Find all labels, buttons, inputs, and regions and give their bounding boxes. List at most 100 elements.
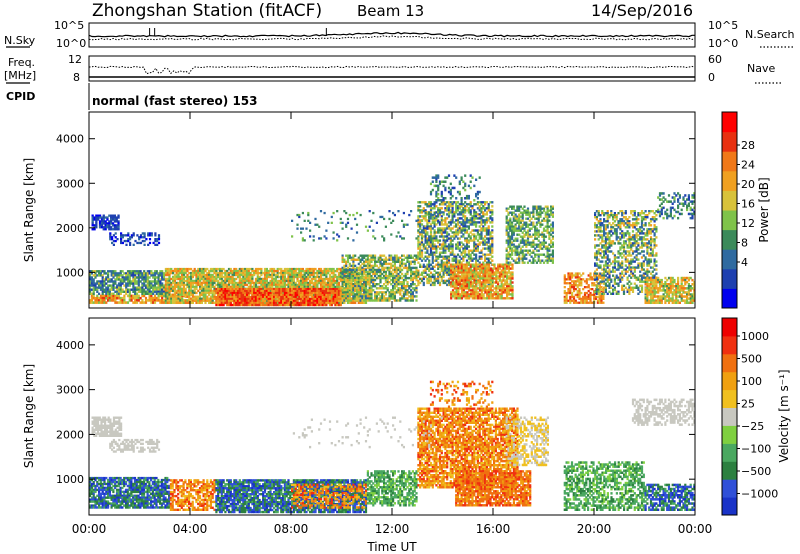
heatmap-cell: [204, 297, 207, 300]
heatmap-cell: [455, 285, 458, 288]
heatmap-cell: [195, 277, 198, 281]
heatmap-cell: [208, 273, 211, 277]
heatmap-cell: [289, 267, 292, 271]
heatmap-cell: [482, 201, 485, 204]
heatmap-cell: [485, 207, 488, 210]
heatmap-cell: [276, 301, 279, 304]
heatmap-cell: [431, 215, 434, 218]
heatmap-cell: [197, 295, 200, 298]
heatmap-cell: [147, 234, 150, 237]
heatmap-cell: [110, 284, 113, 287]
heatmap-cell: [197, 289, 200, 293]
heatmap-cell: [422, 247, 425, 250]
heatmap-cell: [381, 272, 384, 276]
heatmap-cell: [229, 293, 232, 296]
heatmap-cell: [208, 271, 211, 275]
heatmap-cell: [271, 295, 274, 299]
heatmap-cell: [460, 231, 463, 234]
heatmap-cell: [485, 261, 488, 264]
heatmap-cell: [424, 239, 427, 242]
heatmap-cell: [220, 291, 223, 295]
heatmap-cell: [471, 259, 474, 262]
heatmap-cell: [309, 301, 312, 305]
heatmap-cell: [94, 299, 97, 302]
heatmap-cell: [399, 264, 402, 268]
freq-frame: [88, 55, 696, 82]
heatmap-cell: [143, 282, 146, 285]
heatmap-cell: [429, 251, 433, 254]
heatmap-cell: [447, 203, 451, 206]
heatmap-cell: [105, 282, 108, 285]
heatmap-cell: [283, 283, 286, 287]
heatmap-cell: [401, 268, 404, 272]
heatmap-cell: [424, 231, 427, 234]
heatmap-cell: [397, 272, 400, 276]
heatmap-cell: [94, 284, 97, 287]
heatmap-cell: [273, 303, 276, 307]
heatmap-cell: [303, 303, 306, 307]
heatmap-cell: [100, 222, 104, 225]
heatmap-cell: [346, 291, 350, 294]
heatmap-cell: [459, 275, 462, 278]
heatmap-cell: [244, 279, 247, 283]
heatmap-cell: [175, 267, 178, 271]
heatmap-cell: [435, 259, 438, 262]
heatmap-cell: [103, 282, 106, 285]
heatmap-cell: [485, 219, 488, 222]
heatmap-cell: [235, 267, 238, 271]
heatmap-cell: [91, 228, 94, 231]
heatmap-cell: [449, 253, 452, 256]
heatmap-cell: [238, 299, 241, 303]
heatmap-cell: [480, 233, 483, 236]
heatmap-cell: [343, 299, 346, 302]
heatmap-cell: [419, 247, 422, 250]
heatmap-cell: [339, 285, 342, 289]
heatmap-cell: [355, 268, 359, 272]
heatmap-cell: [240, 297, 243, 301]
heatmap-cell: [451, 201, 454, 204]
heatmap-cell: [218, 299, 222, 303]
heatmap-cell: [390, 256, 393, 259]
heatmap-cell: [393, 276, 396, 280]
heatmap-cell: [99, 270, 102, 273]
heatmap-cell: [128, 290, 131, 293]
heatmap-cell: [453, 277, 456, 280]
heatmap-cell: [179, 269, 182, 273]
heatmap-cell: [453, 213, 456, 216]
heatmap-cell: [117, 272, 121, 275]
heatmap-cell: [426, 223, 429, 226]
heatmap-cell: [134, 299, 137, 302]
heatmap-cell: [146, 299, 149, 302]
heatmap-cell: [455, 267, 458, 270]
heatmap-cell: [292, 283, 295, 287]
heatmap-cell: [435, 219, 438, 222]
heatmap-cell: [116, 294, 119, 298]
heatmap-cell: [215, 299, 218, 303]
heatmap-cell: [108, 299, 111, 302]
heatmap-cell: [487, 203, 490, 206]
heatmap-cell: [177, 291, 180, 295]
heatmap-cell: [249, 279, 252, 283]
heatmap-cell: [444, 227, 447, 230]
heatmap-cell: [307, 303, 310, 307]
heatmap-cell: [341, 293, 344, 296]
heatmap-cell: [428, 255, 431, 258]
heatmap-cell: [440, 231, 443, 234]
heatmap-cell: [460, 205, 463, 208]
heatmap-cell: [384, 260, 387, 263]
heatmap-cell: [298, 297, 301, 301]
heatmap-cell: [309, 267, 312, 271]
heatmap-cell: [190, 291, 193, 295]
heatmap-cell: [213, 301, 216, 304]
heatmap-cell: [292, 301, 295, 305]
heatmap-cell: [359, 266, 362, 270]
heatmap-cell: [199, 267, 202, 271]
heatmap-cell: [429, 253, 433, 256]
heatmap-cell: [449, 243, 452, 246]
heatmap-cell: [312, 297, 315, 301]
heatmap-cell: [383, 268, 386, 272]
heatmap-cell: [249, 291, 252, 295]
heatmap-cell: [161, 284, 164, 287]
heatmap-cell: [282, 275, 285, 279]
heatmap-cell: [244, 273, 247, 277]
